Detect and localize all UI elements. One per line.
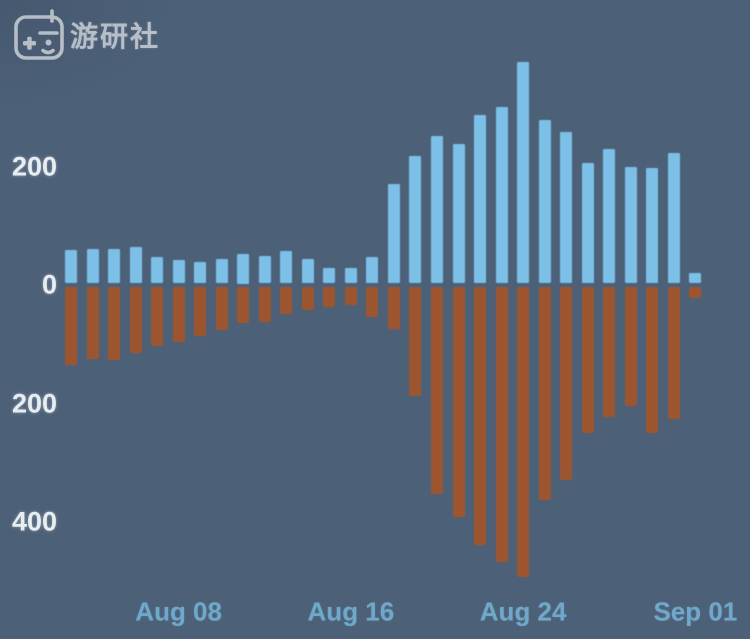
bar-down (86, 286, 99, 359)
bar-down (237, 286, 250, 324)
bar-up (65, 249, 77, 284)
bar-down (387, 286, 400, 329)
bar-down (301, 286, 314, 310)
bar-up (517, 61, 530, 284)
bar-up (409, 156, 422, 284)
x-tick-label: Aug 16 (307, 596, 395, 627)
bar-down (560, 286, 573, 481)
bar-down (624, 286, 637, 406)
bar-up (689, 273, 702, 284)
bar-up (258, 256, 271, 284)
bar-down (151, 286, 164, 346)
bar-up (215, 259, 228, 284)
bar-up (603, 149, 616, 284)
bar-up (151, 257, 164, 284)
bar-down (431, 286, 443, 494)
bar-down (603, 286, 616, 417)
bar-up (172, 259, 185, 284)
bar-up (667, 153, 680, 284)
bar-up (581, 163, 594, 284)
y-tick-label: 0 (41, 269, 57, 300)
bar-up (237, 253, 250, 284)
bar-up (194, 262, 207, 284)
bar-up (387, 183, 400, 284)
bar-down (667, 286, 680, 419)
x-tick-label: Aug 08 (135, 596, 222, 627)
y-tick-label: 400 (11, 506, 57, 537)
bar-down (581, 286, 594, 434)
x-tick-label: Sep 01 (653, 596, 738, 627)
bar-up (624, 166, 637, 284)
bar-up (129, 246, 142, 284)
bar-down (215, 286, 228, 330)
bar-down (409, 286, 422, 396)
bar-down (344, 286, 357, 305)
bar-down (366, 286, 379, 318)
bar-down (474, 286, 487, 546)
bar-up (538, 119, 551, 284)
bar-down (323, 286, 336, 308)
bar-up (86, 248, 99, 284)
bar-up (108, 249, 121, 284)
bar-down (65, 286, 77, 366)
bar-up (323, 268, 336, 284)
bar-down (108, 286, 121, 360)
bar-up (495, 106, 508, 284)
bar-up (646, 167, 659, 284)
bar-up (301, 258, 314, 284)
bar-up (560, 131, 573, 284)
bar-down (172, 286, 185, 342)
bar-down (646, 286, 659, 434)
bar-down (538, 286, 551, 501)
bar-down (495, 286, 508, 562)
bar-down (280, 286, 293, 314)
y-tick-label: 200 (11, 388, 57, 418)
bar-up (452, 144, 465, 284)
bar-up (344, 267, 357, 284)
y-tick-label: 200 (11, 151, 57, 181)
bar-down (517, 286, 530, 577)
bar-up (474, 115, 487, 284)
bar-down (452, 286, 465, 517)
bar-up (366, 257, 379, 284)
bar-up (280, 250, 293, 284)
bar-down (194, 286, 207, 337)
bar-up (431, 135, 443, 284)
bar-down (689, 286, 702, 299)
x-tick-label: Aug 24 (479, 596, 567, 627)
bar-down (258, 286, 271, 323)
bar-down (129, 286, 142, 354)
